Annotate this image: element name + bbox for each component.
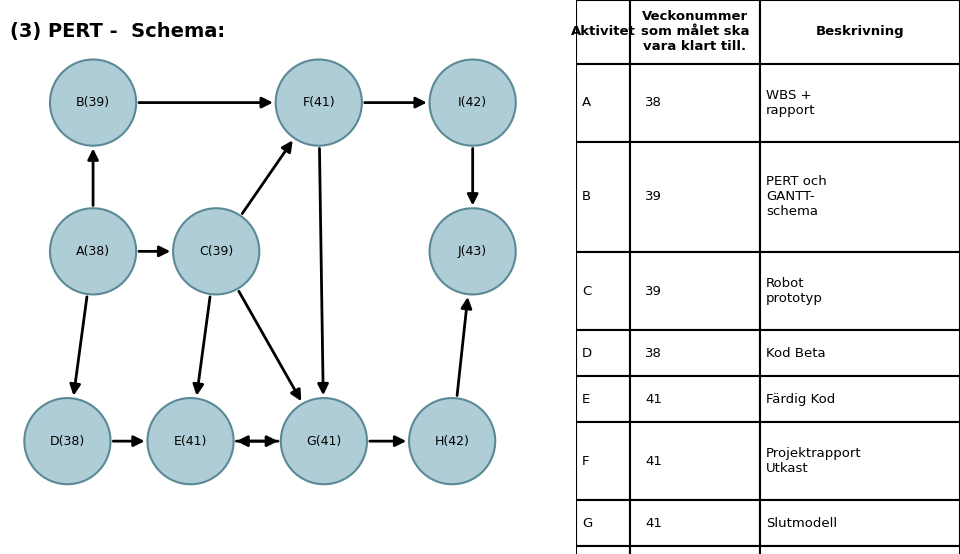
Text: B(39): B(39) [76, 96, 110, 109]
Text: Veckonummer
som målet ska
vara klart till.: Veckonummer som målet ska vara klart til… [640, 11, 750, 53]
Text: G(41): G(41) [306, 435, 342, 448]
Bar [630, 330, 760, 376]
Text: D(38): D(38) [50, 435, 85, 448]
Circle shape [24, 398, 110, 484]
Text: 41: 41 [645, 455, 662, 468]
Circle shape [429, 208, 516, 294]
Bar [576, 422, 630, 500]
Text: 39: 39 [645, 191, 662, 203]
Bar [576, 500, 630, 546]
Text: 38: 38 [645, 347, 662, 360]
Text: Aktivitet: Aktivitet [570, 25, 636, 38]
Circle shape [281, 398, 367, 484]
Bar [760, 546, 960, 554]
Bar [576, 64, 630, 142]
Text: E: E [582, 393, 590, 406]
Bar [760, 0, 960, 64]
Bar [760, 330, 960, 376]
Text: E(41): E(41) [174, 435, 207, 448]
Text: (3) PERT -  Schema:: (3) PERT - Schema: [10, 22, 225, 41]
Bar [630, 422, 760, 500]
Bar [630, 376, 760, 422]
Text: 38: 38 [645, 96, 662, 109]
Text: F: F [582, 455, 589, 468]
Bar [760, 64, 960, 142]
Text: C: C [582, 285, 591, 297]
Bar [630, 64, 760, 142]
Text: Beskrivning: Beskrivning [816, 25, 904, 38]
Text: H(42): H(42) [435, 435, 469, 448]
Bar [630, 0, 760, 64]
Text: F(41): F(41) [302, 96, 335, 109]
Bar [576, 142, 630, 252]
Circle shape [276, 59, 362, 146]
Text: 41: 41 [645, 517, 662, 530]
Text: Färdig Kod: Färdig Kod [766, 393, 835, 406]
Text: C(39): C(39) [199, 245, 233, 258]
Bar [630, 252, 760, 330]
Text: D: D [582, 347, 592, 360]
Text: A(38): A(38) [76, 245, 110, 258]
Bar [630, 500, 760, 546]
Bar [576, 376, 630, 422]
Text: Robot
prototyp: Robot prototyp [766, 277, 823, 305]
Bar [576, 546, 630, 554]
Circle shape [173, 208, 259, 294]
Text: Slutmodell: Slutmodell [766, 517, 837, 530]
Circle shape [50, 208, 136, 294]
Bar [576, 252, 630, 330]
Bar [630, 546, 760, 554]
Text: B: B [582, 191, 591, 203]
Text: 41: 41 [645, 393, 662, 406]
Bar [630, 142, 760, 252]
Text: G: G [582, 517, 592, 530]
Bar [760, 142, 960, 252]
Text: I(42): I(42) [458, 96, 488, 109]
Bar [760, 376, 960, 422]
Bar [576, 0, 630, 64]
Circle shape [409, 398, 495, 484]
Circle shape [50, 59, 136, 146]
Circle shape [148, 398, 233, 484]
Text: 39: 39 [645, 285, 662, 297]
Text: Projektrapport
Utkast: Projektrapport Utkast [766, 447, 862, 475]
Text: A: A [582, 96, 591, 109]
Bar [576, 330, 630, 376]
Bar [760, 252, 960, 330]
Text: WBS +
rapport: WBS + rapport [766, 89, 816, 117]
Text: PERT och
GANTT-
schema: PERT och GANTT- schema [766, 176, 827, 218]
Bar [760, 422, 960, 500]
Text: Kod Beta: Kod Beta [766, 347, 826, 360]
Text: J(43): J(43) [458, 245, 488, 258]
Circle shape [429, 59, 516, 146]
Bar [760, 500, 960, 546]
